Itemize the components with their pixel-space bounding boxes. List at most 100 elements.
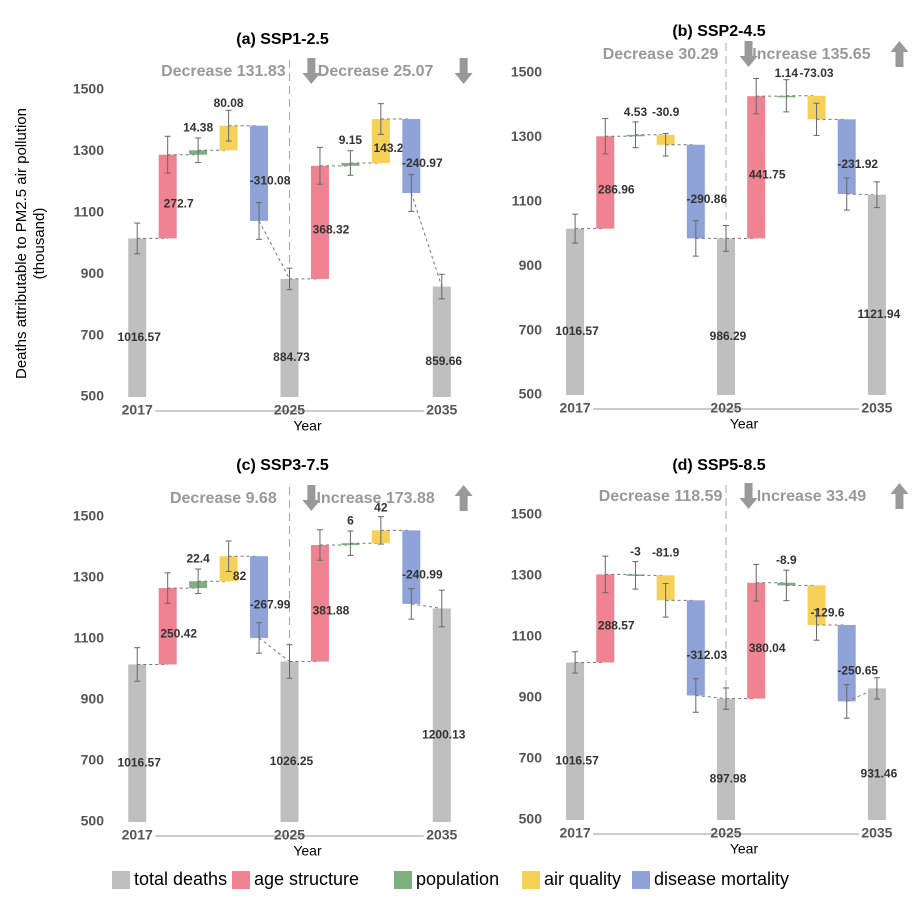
value-label: 1016.57	[118, 755, 162, 769]
bar	[747, 96, 766, 239]
annotation: Increase 173.88	[316, 490, 434, 507]
value-label: 381.88	[313, 603, 350, 617]
annotation-arrow	[890, 41, 909, 67]
x-tick-label: 2025	[274, 827, 305, 843]
bar	[867, 688, 886, 820]
y-tick-label: 500	[519, 386, 543, 402]
value-label: 368.32	[313, 223, 350, 237]
connector	[258, 637, 290, 662]
x-tick-label: 2025	[710, 825, 741, 841]
annotation-arrow	[454, 58, 473, 84]
value-label: 1.14	[775, 66, 799, 80]
bar	[837, 119, 856, 194]
value-label: 42	[374, 501, 388, 515]
legend-label: air quality	[544, 869, 621, 889]
bar	[596, 136, 615, 229]
y-tick-label: 900	[519, 257, 543, 273]
y-tick-label: 1100	[74, 204, 105, 220]
chart-title: (a) SSP1-2.5	[236, 31, 329, 48]
connector	[846, 193, 877, 196]
value-label: -3	[630, 545, 641, 559]
value-label: 1016.57	[555, 753, 599, 767]
value-label: 1016.57	[118, 330, 162, 344]
x-tick-label: 2017	[122, 402, 153, 418]
y-tick-label: 1300	[511, 128, 542, 144]
y-tick-label: 700	[81, 752, 105, 768]
value-label: 1016.57	[555, 324, 599, 338]
y-axis-title: (thousand)	[31, 208, 48, 280]
chart-title: (c) SSP3-7.5	[236, 457, 329, 474]
bar	[250, 125, 269, 221]
legend-label: population	[416, 869, 499, 889]
y-tick-label: 900	[519, 689, 543, 705]
legend-swatch	[632, 871, 650, 889]
value-label: -310.08	[250, 173, 291, 187]
value-label: -267.99	[250, 597, 291, 611]
annotation: Decrease 25.07	[318, 63, 434, 80]
bar	[566, 228, 585, 395]
value-label: -231.92	[837, 157, 878, 171]
x-tick-label: 2025	[710, 400, 741, 416]
legend-swatch	[394, 871, 412, 889]
value-label: 897.98	[710, 771, 747, 785]
value-label: 931.46	[861, 766, 898, 780]
value-label: 884.73	[273, 350, 310, 364]
bar	[128, 238, 147, 397]
annotation-arrow	[890, 483, 909, 509]
value-label: 22.4	[186, 551, 210, 565]
y-tick-label: 1500	[511, 64, 542, 80]
value-label: 1026.25	[270, 754, 314, 768]
y-tick-label: 900	[81, 265, 105, 281]
legend-label: age structure	[254, 869, 359, 889]
chart-title: (b) SSP2-4.5	[672, 23, 765, 40]
value-label: -312.03	[686, 648, 727, 662]
bar	[432, 608, 451, 822]
annotation-arrow	[302, 58, 321, 84]
annotation-arrow	[739, 41, 758, 67]
bar	[402, 530, 421, 604]
annotation: Decrease 30.29	[603, 46, 719, 63]
legend-swatch	[522, 871, 540, 889]
y-tick-label: 1300	[73, 569, 104, 585]
annotation: Increase 135.65	[752, 46, 870, 63]
value-label: 1121.94	[858, 307, 901, 321]
connector	[695, 694, 727, 700]
connector	[410, 192, 443, 287]
value-label: 143.27	[374, 141, 411, 155]
value-label: 286.96	[598, 183, 635, 197]
x-tick-label: 2017	[560, 825, 591, 841]
bar	[371, 119, 390, 164]
value-label: -73.03	[800, 66, 834, 80]
value-label: 380.04	[749, 641, 786, 655]
y-tick-label: 1500	[511, 506, 542, 522]
bar	[717, 238, 735, 395]
y-tick-label: 700	[81, 326, 105, 342]
legend-swatch	[112, 871, 130, 889]
bar	[686, 144, 705, 239]
bar	[310, 165, 329, 279]
bar	[432, 286, 451, 397]
connector	[258, 220, 290, 280]
x-tick-label: 2035	[861, 400, 892, 416]
y-tick-label: 500	[81, 388, 105, 404]
y-tick-label: 1500	[73, 508, 104, 524]
annotation-arrow	[739, 483, 758, 509]
bar	[280, 278, 299, 397]
bar	[686, 600, 705, 696]
y-tick-label: 500	[81, 813, 105, 829]
value-label: -81.9	[652, 546, 680, 560]
x-tick-label: 2017	[122, 827, 153, 843]
value-label: 288.57	[598, 619, 635, 633]
value-label: -250.65	[837, 663, 878, 677]
y-tick-label: 1300	[73, 142, 104, 158]
x-axis-title: Year	[293, 843, 322, 859]
annotation-arrow	[302, 485, 321, 511]
value-label: 441.75	[749, 167, 786, 181]
y-tick-label: 700	[519, 321, 543, 337]
bar	[747, 582, 766, 699]
x-tick-label: 2025	[274, 402, 305, 418]
bar	[250, 556, 269, 638]
value-label: -240.99	[402, 567, 443, 581]
x-tick-label: 2035	[426, 827, 457, 843]
